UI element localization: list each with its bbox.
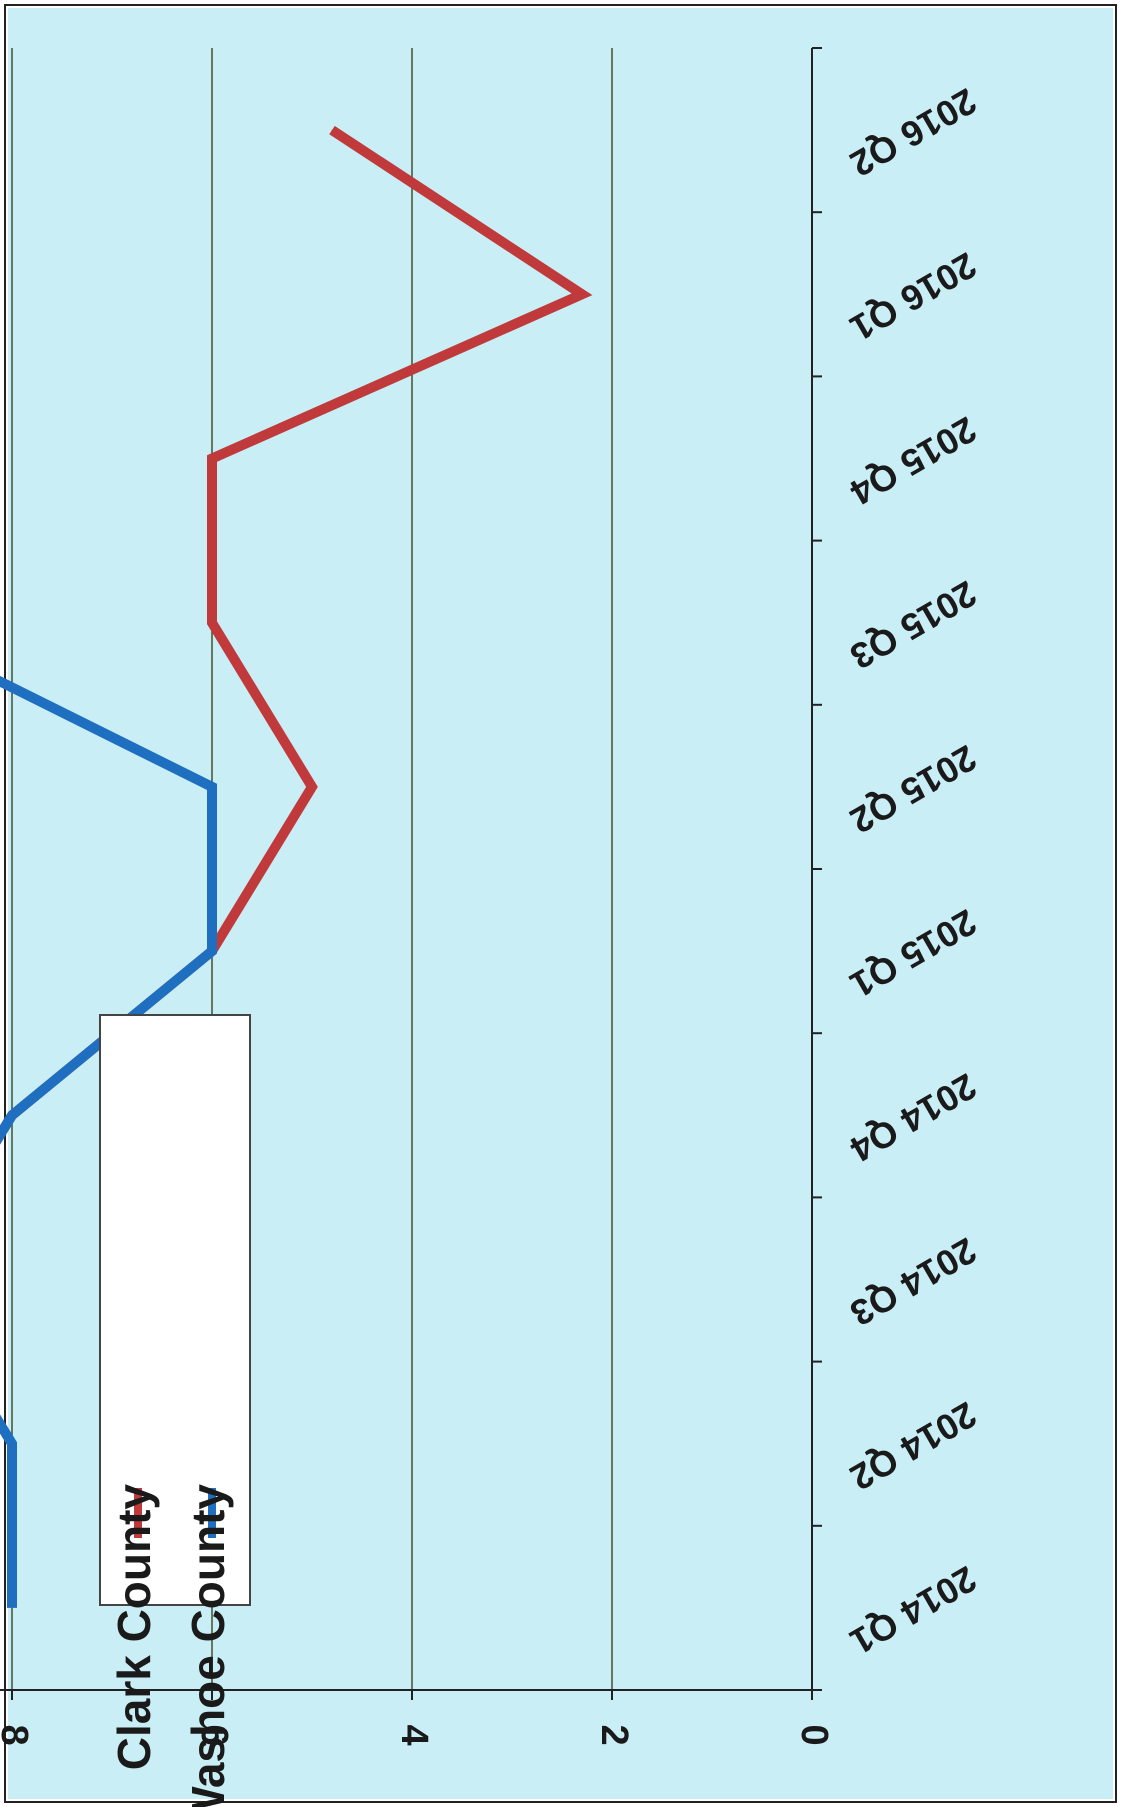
value-tick-label: 2 xyxy=(593,1724,635,1745)
data-point xyxy=(581,293,583,295)
legend-box xyxy=(99,1014,251,1606)
data-point xyxy=(11,1114,13,1116)
data-point xyxy=(331,129,333,131)
series-line xyxy=(0,675,217,1608)
series-line xyxy=(0,125,593,1145)
value-tick-label: 4 xyxy=(393,1724,435,1745)
data-point xyxy=(311,786,313,788)
data-point xyxy=(211,458,213,459)
legend-label: Washoe County xyxy=(182,1484,234,1807)
data-point xyxy=(11,1443,13,1445)
data-point xyxy=(211,950,213,952)
data-point xyxy=(211,622,213,624)
data-point xyxy=(11,1607,13,1609)
legend-label: Clark County xyxy=(108,1484,160,1771)
value-tick-label: 0 xyxy=(793,1724,835,1745)
data-point xyxy=(211,786,213,788)
value-tick-label: 8 xyxy=(0,1724,35,1745)
value-tick-label: 6 xyxy=(193,1724,235,1745)
legend: Clark County Washoe County xyxy=(99,1014,251,1807)
series-lines xyxy=(0,125,593,1609)
